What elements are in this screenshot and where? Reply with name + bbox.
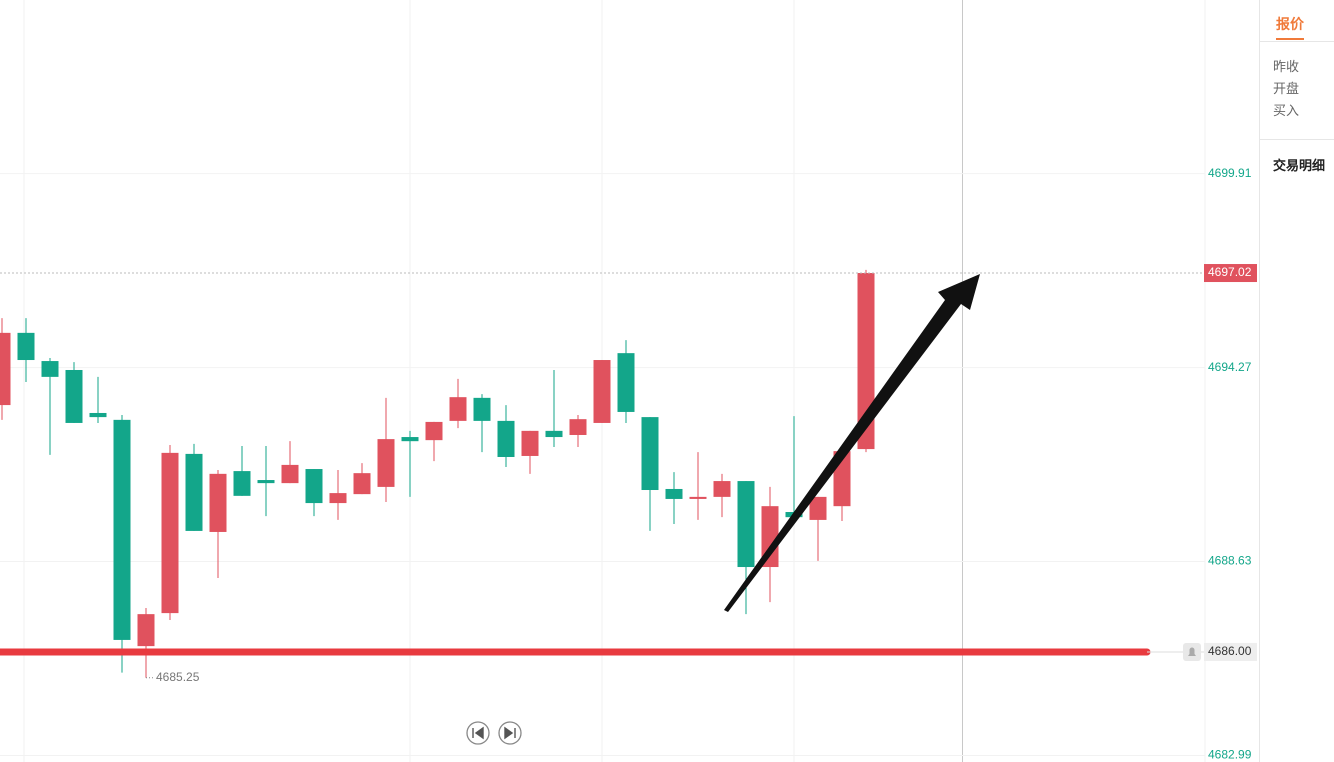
- candle-body: [689, 496, 707, 499]
- candle-body: [593, 360, 611, 423]
- divider: [1260, 41, 1334, 42]
- y-tick-label: 4694.27: [1208, 360, 1252, 374]
- candle-body: [89, 412, 107, 418]
- candle-body: [161, 452, 179, 614]
- candle-body: [209, 473, 227, 532]
- candle-body: [377, 439, 395, 487]
- alert-bell: [1188, 647, 1196, 656]
- alert-label-box: [1204, 642, 1257, 661]
- y-tick-label: 4688.63: [1208, 554, 1252, 568]
- candle-body: [17, 332, 35, 361]
- candle-body: [737, 481, 755, 568]
- quote-tab[interactable]: 报价: [1276, 14, 1304, 40]
- low-annotation: 4685.25: [156, 670, 200, 684]
- candle-body: [0, 332, 11, 406]
- candle-body: [569, 419, 587, 435]
- candle-body: [425, 421, 443, 441]
- field-label: 昨收: [1273, 60, 1300, 75]
- last-price-box: [1204, 264, 1257, 283]
- candle-body: [257, 480, 275, 484]
- y-tick-label: 4699.91: [1208, 166, 1252, 180]
- candle-body: [449, 397, 467, 421]
- candle-body: [353, 473, 371, 495]
- candle-body: [617, 353, 635, 412]
- candle-body: [233, 471, 251, 496]
- candle-body: [713, 481, 731, 497]
- prev-icon: [472, 726, 484, 740]
- vertical-grid: [23, 0, 1206, 762]
- side-panel: 报价 昨收 开盘 买入 交易明细: [1259, 0, 1334, 762]
- candle-body: [185, 453, 203, 531]
- candle-body: [281, 464, 299, 484]
- candle-body: [545, 430, 563, 438]
- candle-body: [113, 419, 131, 640]
- next-icon: [504, 726, 516, 740]
- candle-body: [473, 397, 491, 421]
- candle-body: [641, 417, 659, 491]
- candle-body: [521, 430, 539, 456]
- candle-body: [305, 469, 323, 504]
- chart: 4682.99 4688.63 4694.27 4699.91 4685.25 4686.…: [0, 0, 1257, 762]
- alert-label: 4686.00: [1208, 644, 1252, 658]
- candle-body: [329, 493, 347, 504]
- candle-body: [41, 361, 59, 377]
- y-tick-label: 4682.99: [1208, 748, 1252, 762]
- field-label: 买入: [1273, 104, 1300, 119]
- arrow-annotation: [724, 274, 980, 612]
- divider: [1260, 139, 1334, 140]
- candle-body: [401, 437, 419, 442]
- field-label: 开盘: [1273, 82, 1300, 97]
- candle-body: [665, 488, 683, 499]
- trade-detail-tab[interactable]: 交易明细: [1273, 159, 1326, 174]
- replay-controls: [466, 721, 522, 745]
- candle-body: [497, 420, 515, 457]
- candle-body: [65, 369, 83, 423]
- last-price-label: 4697.02: [1208, 265, 1252, 279]
- candle-body: [137, 614, 155, 647]
- candle-body: [809, 496, 827, 520]
